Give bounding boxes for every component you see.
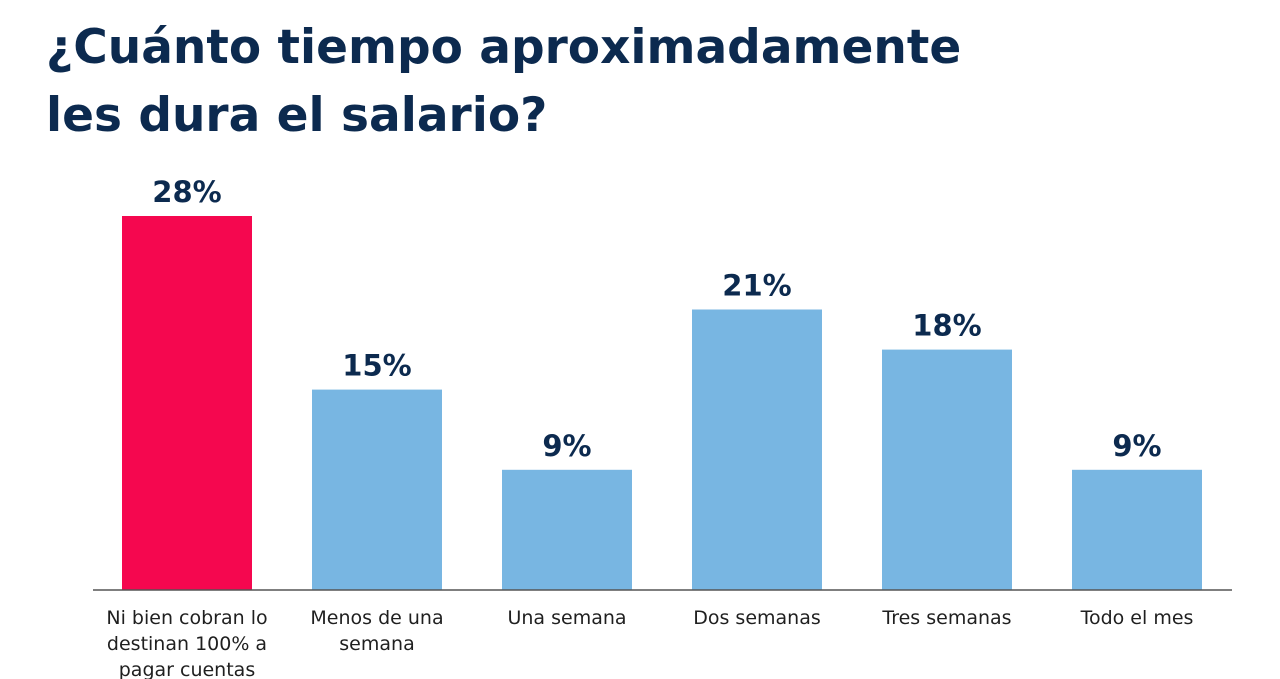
category-labels-group: Ni bien cobran lo destinan 100% a pagar cu… [106,607,1193,679]
bars-group [122,216,1202,590]
bar-0 [122,216,252,590]
value-label-5: 9% [1112,429,1161,463]
category-label-3-line-0: Dos semanas [693,607,821,629]
value-label-1: 15% [342,349,411,383]
value-label-4: 18% [912,309,981,343]
category-label-1: Menos de una semana [310,607,443,655]
category-label-5-line-0: Todo el mes [1080,607,1194,629]
category-label-0-line-0: Ni bien cobran lo [106,607,267,629]
chart-title-line-2: les dura el salario? [46,88,548,143]
chart-title: ¿Cuánto tiempo aproximadamente les dura … [46,14,1146,150]
category-label-2-line-0: Una semana [507,607,626,629]
category-label-5: Todo el mes [1080,607,1194,629]
bar-4 [882,349,1012,590]
category-label-0: Ni bien cobran lo destinan 100% a pagar cu… [106,607,267,679]
chart-title-line-1: ¿Cuánto tiempo aproximadamente [46,20,962,75]
value-label-3: 21% [722,269,791,303]
category-label-3: Dos semanas [693,607,821,629]
category-label-0-line-1: destinan 100% a [107,633,267,655]
bar-5 [1072,469,1202,590]
category-label-1-line-1: semana [339,633,414,655]
category-label-2: Una semana [507,607,626,629]
value-label-2: 9% [542,429,591,463]
category-label-4: Tres semanas [881,607,1011,629]
bar-2 [502,469,632,590]
value-label-0: 28% [152,175,221,209]
category-label-1-line-0: Menos de una [310,607,443,629]
category-label-0-line-2: pagar cuentas [119,659,255,679]
value-labels-group: 28% 15% 9% 21% 18% 9% [152,175,1161,463]
bar-3 [692,309,822,590]
bar-1 [312,389,442,590]
category-label-4-line-0: Tres semanas [881,607,1011,629]
